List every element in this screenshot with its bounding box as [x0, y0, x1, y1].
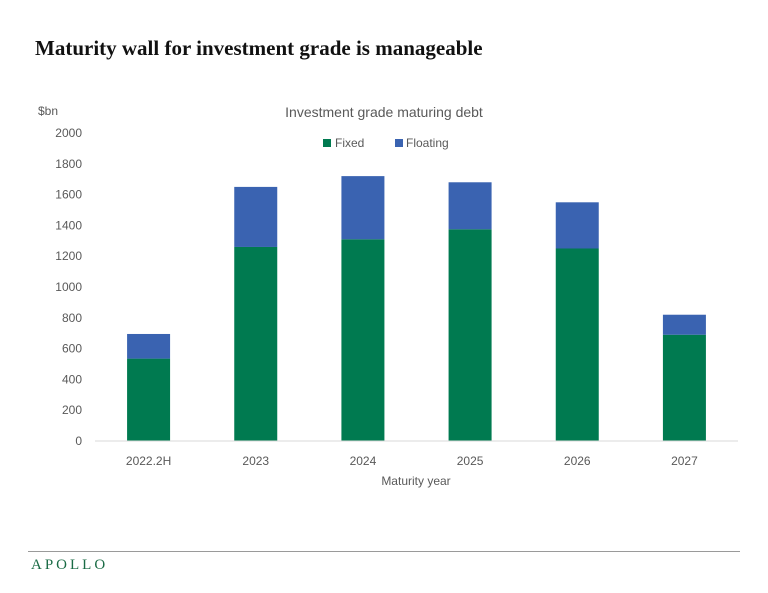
y-tick-label: 600 — [62, 342, 82, 356]
x-tick-label: 2025 — [457, 454, 484, 468]
x-tick-label: 2023 — [242, 454, 269, 468]
x-axis: 2022.2H 2023 2024 2025 2026 2027 — [95, 440, 738, 468]
y-axis: 0 200 400 600 800 1000 1200 1400 1600 1800 2000 — [55, 126, 82, 448]
x-tick-label: 2022.2H — [126, 454, 171, 468]
x-tick-label: 2024 — [350, 454, 377, 468]
bar-fixed-2024 — [341, 239, 385, 441]
y-tick-label: 400 — [62, 372, 82, 386]
x-tick-label: 2027 — [671, 454, 698, 468]
y-tick-label: 1000 — [55, 280, 82, 294]
y-axis-unit-label: $bn — [38, 104, 58, 118]
legend: Fixed Floating — [323, 136, 449, 150]
x-axis-title: Maturity year — [381, 474, 450, 488]
bar-floating-2024 — [341, 176, 385, 240]
y-tick-label: 1200 — [55, 249, 82, 263]
legend-swatch-fixed — [323, 139, 331, 147]
y-tick-label: 1600 — [55, 188, 82, 202]
bar-fixed-2025 — [448, 229, 492, 441]
footer-divider — [28, 551, 740, 552]
bar-fixed-2022.2H — [127, 358, 171, 441]
bar-fixed-2023 — [234, 246, 278, 441]
legend-label-floating: Floating — [406, 136, 449, 150]
bar-floating-2022.2H — [127, 333, 171, 359]
y-tick-label: 0 — [75, 434, 82, 448]
bar-floating-2027 — [662, 314, 706, 335]
legend-label-fixed: Fixed — [335, 136, 364, 150]
bar-floating-2026 — [555, 202, 599, 249]
apollo-logo: APOLLO — [31, 557, 109, 573]
bar-fixed-2027 — [662, 334, 706, 441]
bar-floating-2025 — [448, 182, 492, 230]
y-tick-label: 2000 — [55, 126, 82, 140]
stacked-bar-chart: Investment grade maturing debt $bn Matur… — [38, 104, 738, 488]
bar-floating-2023 — [234, 186, 278, 247]
page-title: Maturity wall for investment grade is ma… — [35, 36, 483, 60]
y-tick-label: 1400 — [55, 218, 82, 232]
legend-swatch-floating — [395, 139, 403, 147]
y-tick-label: 800 — [62, 311, 82, 325]
bar-fixed-2026 — [555, 248, 599, 441]
chart-title: Investment grade maturing debt — [285, 104, 483, 120]
x-tick-label: 2026 — [564, 454, 591, 468]
y-tick-label: 1800 — [55, 157, 82, 171]
y-tick-label: 200 — [62, 403, 82, 417]
bars — [127, 176, 706, 441]
